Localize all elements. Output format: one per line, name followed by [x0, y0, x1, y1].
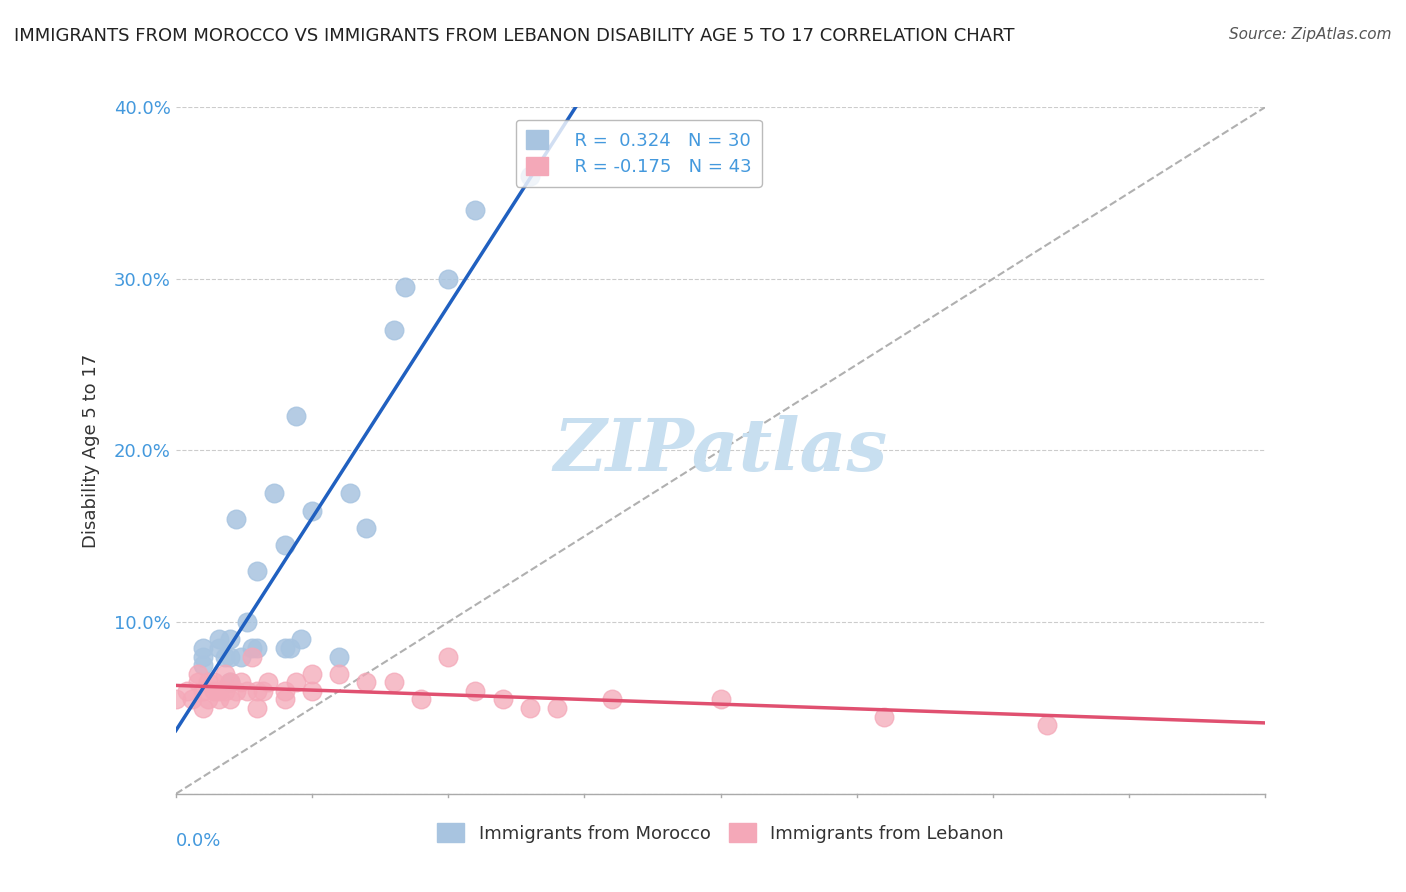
Point: [208, 683, 231, 698]
Point: [181, 692, 204, 706]
Point: [214, 649, 236, 664]
Point: [219, 649, 242, 664]
Point: [274, 640, 297, 655]
Point: [219, 632, 242, 647]
Point: [219, 675, 242, 690]
Point: [214, 683, 236, 698]
Point: [225, 683, 247, 698]
Point: [1036, 718, 1059, 732]
Point: [394, 280, 416, 294]
Point: [409, 692, 432, 706]
Point: [208, 632, 231, 647]
Point: [246, 701, 269, 715]
Point: [301, 666, 323, 681]
Point: [600, 692, 623, 706]
Point: [356, 521, 378, 535]
Point: [301, 503, 323, 517]
Text: IMMIGRANTS FROM MOROCCO VS IMMIGRANTS FROM LEBANON DISABILITY AGE 5 TO 17 CORREL: IMMIGRANTS FROM MOROCCO VS IMMIGRANTS FR…: [14, 27, 1015, 45]
Point: [437, 271, 460, 285]
Point: [208, 692, 231, 706]
Point: [710, 692, 733, 706]
Point: [202, 675, 225, 690]
Point: [328, 649, 350, 664]
Point: [356, 675, 378, 690]
Point: [197, 692, 219, 706]
Point: [191, 658, 214, 673]
Point: [214, 666, 236, 681]
Legend: Immigrants from Morocco, Immigrants from Lebanon: Immigrants from Morocco, Immigrants from…: [426, 813, 1015, 854]
Point: [382, 675, 405, 690]
Point: [235, 683, 257, 698]
Point: [176, 683, 198, 698]
Point: [284, 675, 307, 690]
Point: [252, 683, 274, 698]
Point: [278, 640, 301, 655]
Point: [257, 675, 280, 690]
Point: [231, 675, 253, 690]
Point: [191, 701, 214, 715]
Point: [464, 683, 486, 698]
Point: [240, 640, 263, 655]
Point: [519, 701, 541, 715]
Text: 0.0%: 0.0%: [176, 831, 221, 850]
Point: [274, 538, 297, 552]
Point: [219, 675, 242, 690]
Point: [464, 202, 486, 217]
Point: [186, 666, 209, 681]
Point: [240, 649, 263, 664]
Point: [873, 709, 896, 723]
Point: [437, 649, 460, 664]
Point: [231, 649, 253, 664]
Point: [492, 692, 515, 706]
Point: [263, 486, 285, 500]
Point: [246, 683, 269, 698]
Point: [274, 692, 297, 706]
Point: [219, 692, 242, 706]
Point: [339, 486, 361, 500]
Point: [235, 615, 257, 630]
Point: [519, 169, 541, 183]
Point: [165, 692, 187, 706]
Point: [202, 683, 225, 698]
Text: ZIPatlas: ZIPatlas: [554, 415, 887, 486]
Point: [290, 632, 312, 647]
Point: [328, 666, 350, 681]
Point: [191, 683, 214, 698]
Point: [191, 649, 214, 664]
Point: [382, 323, 405, 337]
Point: [274, 683, 297, 698]
Point: [208, 640, 231, 655]
Point: [301, 683, 323, 698]
Point: [284, 409, 307, 423]
Text: Source: ZipAtlas.com: Source: ZipAtlas.com: [1229, 27, 1392, 42]
Point: [191, 640, 214, 655]
Point: [225, 512, 247, 526]
Point: [546, 701, 568, 715]
Point: [246, 640, 269, 655]
Point: [246, 564, 269, 578]
Y-axis label: Disability Age 5 to 17: Disability Age 5 to 17: [82, 353, 100, 548]
Point: [197, 675, 219, 690]
Point: [186, 675, 209, 690]
